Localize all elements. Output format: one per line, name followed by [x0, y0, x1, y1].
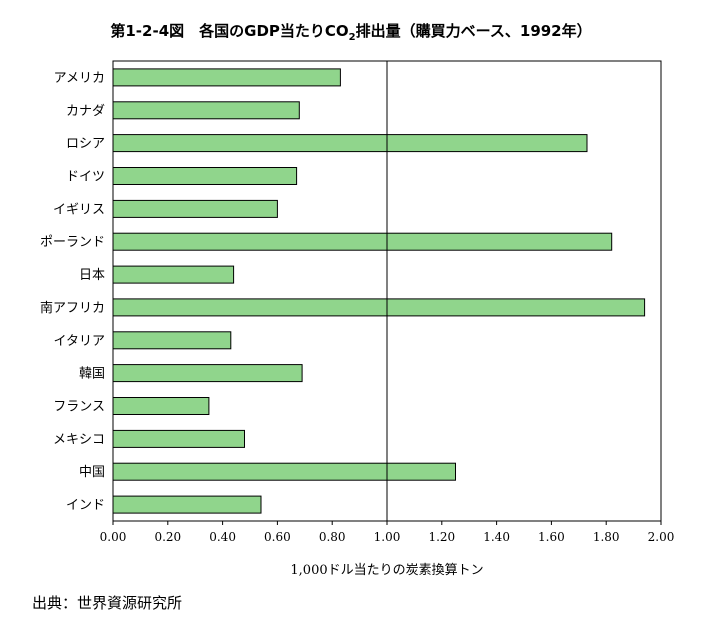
bar-8	[112, 331, 232, 350]
x-tick-label-4: 0.80	[319, 530, 346, 544]
x-tick-label-1: 0.20	[154, 530, 181, 544]
y-axis-labels: アメリカカナダロシアドイツイギリスポーランド日本南アフリカイタリア韓国フランスメ…	[40, 71, 105, 513]
x-tick-label-5: 1.00	[374, 530, 401, 544]
y-tick-label-0: アメリカ	[54, 71, 105, 86]
bar-9	[112, 364, 303, 383]
bar-2	[112, 134, 588, 153]
y-tick-label-7: 南アフリカ	[40, 300, 105, 316]
bar-11	[112, 429, 245, 448]
bar-13	[112, 495, 262, 514]
chart-title-rest: 排出量（購買力ベース、1992年）	[355, 22, 592, 40]
y-tick-label-13: インド	[66, 498, 105, 513]
y-tick-label-12: 中国	[79, 465, 105, 480]
y-tick-label-11: メキシコ	[53, 432, 105, 447]
bar-5	[112, 232, 613, 251]
x-tick-label-7: 1.40	[483, 530, 510, 544]
y-tick-label-6: 日本	[79, 268, 105, 283]
bar-3	[112, 167, 298, 185]
y-tick-label-2: ロシア	[66, 137, 105, 152]
bar-6	[112, 265, 235, 284]
x-tick-label-8: 1.60	[538, 530, 565, 544]
bar-7	[112, 298, 646, 317]
bar-4	[112, 199, 278, 218]
bar-10	[112, 397, 210, 415]
y-tick-label-10: フランス	[53, 400, 105, 415]
y-tick-label-1: カナダ	[66, 104, 105, 119]
x-axis-ticks: 0.00 0.20 0.40 0.60 0.80 1.00 1.20 1.40 1.60 1.80…	[100, 521, 675, 544]
chart-title-subscript: 2	[348, 32, 356, 43]
bar-0	[112, 68, 341, 87]
y-tick-label-3: ドイツ	[66, 170, 105, 185]
chart-title: 第1-2-4図 各国のGDP当たりCO2排出量（購買力ベース、1992年）	[0, 20, 702, 43]
source-note: 出典：世界資源研究所	[32, 594, 183, 612]
x-tick-label-2: 0.40	[209, 530, 236, 544]
x-tick-label-10: 2.00	[648, 530, 675, 544]
x-tick-label-0: 0.00	[100, 530, 127, 544]
bar-1	[112, 101, 300, 120]
y-tick-label-9: 韓国	[79, 367, 105, 382]
bars-group	[112, 68, 646, 514]
x-axis-title: 1,000ドル当たりの炭素換算トン	[290, 563, 483, 578]
y-tick-label-8: イタリア	[54, 334, 105, 349]
y-tick-label-5: ポーランド	[40, 235, 105, 250]
bar-12	[112, 462, 456, 481]
x-tick-label-6: 1.20	[428, 530, 455, 544]
y-tick-label-4: イギリス	[53, 202, 105, 217]
x-tick-label-9: 1.80	[593, 530, 620, 544]
x-tick-label-3: 0.60	[264, 530, 291, 544]
chart-title-main: 第1-2-4図 各国のGDP当たりCO	[110, 22, 349, 40]
